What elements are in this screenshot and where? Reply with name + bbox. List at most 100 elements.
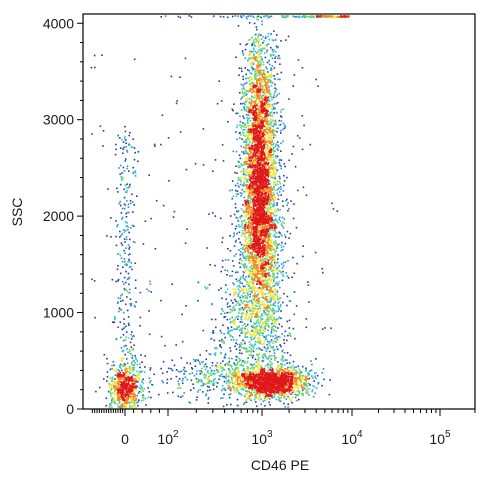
event-dot (270, 221, 273, 223)
event-dot (291, 401, 293, 404)
event-dot (248, 255, 250, 257)
event-dot (257, 397, 259, 400)
event-dot (243, 220, 245, 222)
event-dot (270, 74, 272, 77)
event-dot (261, 263, 263, 265)
event-dot (305, 369, 307, 371)
event-dot (259, 334, 261, 337)
event-dot (287, 366, 289, 369)
event-dot (252, 256, 254, 259)
event-dot (256, 82, 259, 84)
event-dot (278, 367, 281, 369)
event-dot (134, 395, 137, 398)
event-dot (232, 195, 235, 197)
event-dot (241, 188, 243, 191)
event-dot (257, 339, 259, 341)
event-dot (312, 395, 315, 398)
event-dot (243, 402, 246, 404)
event-dot (223, 333, 225, 335)
event-dot (121, 280, 124, 283)
event-dot (275, 121, 277, 123)
event-dot (258, 99, 261, 102)
event-dot (281, 225, 284, 227)
event-dot (113, 397, 115, 400)
event-dot (111, 384, 114, 387)
event-dot (274, 145, 277, 147)
event-dot (255, 326, 257, 328)
event-dot (246, 121, 249, 123)
event-dot (260, 58, 263, 60)
event-dot (255, 369, 257, 372)
event-dot (245, 98, 247, 101)
event-dot (277, 209, 280, 212)
event-dot (246, 365, 249, 368)
event-dot (274, 259, 276, 262)
event-dot (250, 192, 252, 195)
event-dot (277, 78, 280, 81)
event-dot (245, 292, 247, 294)
event-dot (224, 315, 227, 318)
event-dot (248, 370, 251, 373)
event-dot (261, 269, 264, 271)
event-dot (272, 191, 275, 194)
event-dot (254, 94, 256, 96)
event-dot (195, 358, 198, 361)
event-dot (267, 129, 270, 132)
event-dot (267, 334, 270, 336)
event-dot (257, 302, 260, 305)
event-dot (247, 135, 250, 137)
event-dot (237, 295, 239, 297)
event-dot (250, 228, 253, 231)
event-dot (117, 278, 120, 281)
event-dot (274, 177, 276, 180)
event-dot (123, 260, 126, 263)
event-dot (251, 290, 253, 293)
event-dot (248, 143, 250, 145)
event-dot (197, 381, 199, 384)
event-dot (129, 372, 131, 374)
event-dot (249, 232, 251, 234)
event-dot (235, 291, 238, 293)
event-dot (269, 235, 271, 237)
event-dot (123, 364, 125, 367)
event-dot (294, 337, 296, 340)
event-dot (269, 122, 272, 125)
event-dot (273, 134, 275, 137)
event-dot (256, 122, 259, 124)
event-dot (241, 306, 243, 309)
event-dot (259, 331, 262, 334)
event-dot (281, 216, 284, 219)
event-dot (255, 185, 258, 187)
event-dot (252, 365, 254, 367)
event-dot (236, 182, 239, 185)
event-dot (135, 399, 137, 402)
event-dot (270, 134, 272, 137)
event-dot (274, 242, 277, 245)
event-dot (247, 268, 250, 271)
event-dot (245, 318, 247, 320)
event-dot (237, 372, 239, 374)
event-dot (119, 230, 121, 233)
event-dot (120, 407, 122, 409)
event-dot (265, 337, 267, 339)
event-dot (127, 226, 129, 228)
event-dot (142, 243, 145, 245)
event-dot (271, 98, 273, 101)
event-dot (268, 234, 271, 236)
event-dot (256, 105, 259, 107)
event-dot (265, 318, 268, 321)
event-dot (120, 242, 123, 244)
event-dot (245, 238, 248, 241)
event-dot (286, 320, 289, 323)
event-dot (126, 167, 129, 170)
event-dot (266, 79, 269, 81)
event-dot (239, 329, 241, 331)
event-dot (265, 286, 268, 288)
event-dot (186, 362, 188, 364)
event-dot (123, 136, 126, 138)
event-dot (130, 304, 132, 307)
event-dot (242, 312, 244, 314)
event-dot (206, 382, 209, 384)
event-dot (244, 307, 247, 309)
event-dot (300, 378, 303, 381)
